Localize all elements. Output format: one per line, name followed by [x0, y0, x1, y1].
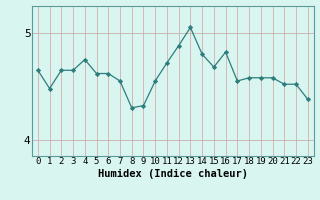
X-axis label: Humidex (Indice chaleur): Humidex (Indice chaleur)	[98, 169, 248, 179]
